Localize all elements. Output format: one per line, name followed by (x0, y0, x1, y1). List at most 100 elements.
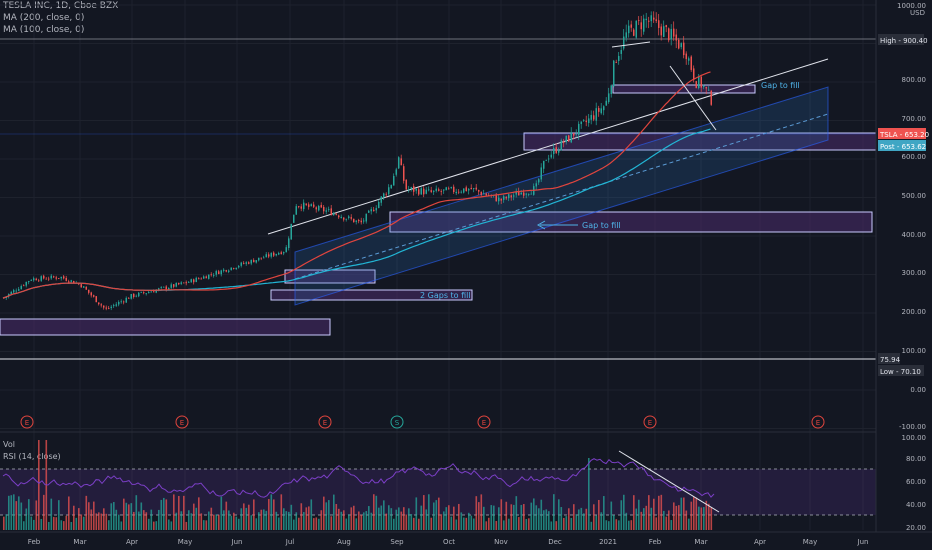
candle[interactable] (605, 97, 608, 106)
candle[interactable] (633, 28, 635, 37)
candle[interactable] (63, 274, 65, 280)
candle[interactable] (475, 184, 478, 191)
candle[interactable] (175, 282, 178, 288)
candle[interactable] (58, 277, 60, 280)
candle[interactable] (580, 121, 583, 129)
earnings-event[interactable]: E (477, 415, 491, 429)
candle[interactable] (535, 180, 538, 191)
candle[interactable] (100, 303, 103, 308)
candle[interactable] (373, 206, 375, 212)
candle[interactable] (173, 283, 175, 289)
candle[interactable] (255, 260, 258, 264)
candle[interactable] (235, 267, 238, 270)
candle[interactable] (110, 304, 113, 311)
candle[interactable] (398, 156, 400, 170)
candle[interactable] (450, 186, 453, 190)
candle[interactable] (93, 294, 95, 298)
candle[interactable] (218, 269, 220, 275)
candle[interactable] (248, 261, 250, 265)
candle[interactable] (163, 286, 165, 288)
candle[interactable] (208, 274, 210, 280)
candle[interactable] (565, 135, 568, 145)
candle[interactable] (575, 129, 578, 138)
candle[interactable] (243, 261, 245, 265)
candle[interactable] (120, 299, 123, 304)
candle[interactable] (283, 251, 285, 256)
candle[interactable] (598, 105, 600, 117)
candle[interactable] (453, 184, 455, 194)
candle[interactable] (615, 59, 618, 64)
candle[interactable] (540, 163, 543, 182)
candle[interactable] (480, 191, 483, 197)
candle[interactable] (545, 159, 548, 161)
rsi-trendline[interactable] (618, 450, 720, 513)
candle[interactable] (188, 281, 190, 283)
candle[interactable] (260, 257, 263, 261)
candle[interactable] (340, 214, 343, 219)
candle[interactable] (320, 202, 323, 209)
ma100-line[interactable] (2, 71, 711, 299)
candle[interactable] (638, 16, 640, 25)
candle[interactable] (40, 275, 43, 282)
candle[interactable] (368, 209, 370, 213)
candle[interactable] (333, 211, 335, 216)
candle[interactable] (558, 147, 560, 156)
candle[interactable] (90, 291, 93, 298)
candle[interactable] (560, 138, 563, 151)
candle[interactable] (388, 184, 390, 196)
candle[interactable] (35, 277, 38, 281)
candle[interactable] (80, 283, 83, 288)
candle[interactable] (663, 20, 665, 38)
candle[interactable] (405, 179, 408, 191)
candle[interactable] (618, 51, 620, 65)
candle[interactable] (603, 105, 605, 116)
candle[interactable] (23, 284, 25, 287)
candle[interactable] (448, 186, 450, 190)
candle[interactable] (315, 206, 318, 213)
candle[interactable] (640, 15, 643, 37)
candle[interactable] (95, 295, 98, 303)
candle[interactable] (128, 297, 130, 299)
candle[interactable] (655, 12, 658, 23)
candle[interactable] (98, 302, 100, 306)
candle[interactable] (438, 187, 440, 192)
split-event[interactable]: S (390, 415, 404, 429)
candle[interactable] (513, 193, 515, 201)
candle[interactable] (433, 190, 435, 195)
candle[interactable] (483, 189, 485, 195)
earnings-event[interactable]: E (20, 415, 34, 429)
candle[interactable] (230, 267, 233, 271)
candle[interactable] (658, 14, 660, 36)
candle[interactable] (613, 59, 615, 88)
candle[interactable] (370, 206, 373, 215)
candle[interactable] (380, 195, 383, 206)
candle[interactable] (498, 194, 500, 205)
candle[interactable] (435, 185, 438, 193)
candle[interactable] (503, 194, 505, 203)
candle[interactable] (525, 192, 528, 199)
candle[interactable] (635, 20, 638, 40)
candle[interactable] (460, 190, 463, 194)
candle[interactable] (48, 276, 50, 282)
candle[interactable] (203, 275, 205, 279)
down-trendline[interactable] (669, 65, 717, 131)
candle[interactable] (585, 115, 588, 127)
candle[interactable] (668, 27, 670, 43)
candle[interactable] (673, 21, 675, 41)
candle[interactable] (15, 288, 18, 293)
candle[interactable] (588, 113, 590, 127)
candle[interactable] (508, 193, 510, 202)
candle[interactable] (50, 273, 53, 280)
candle[interactable] (578, 121, 580, 140)
candle[interactable] (140, 291, 143, 294)
candle[interactable] (145, 293, 148, 296)
candle[interactable] (630, 20, 633, 32)
candle[interactable] (290, 223, 293, 240)
candle[interactable] (300, 203, 303, 212)
candle[interactable] (648, 16, 650, 29)
candle[interactable] (143, 291, 145, 295)
candle[interactable] (245, 261, 248, 266)
candle[interactable] (500, 198, 503, 205)
candle[interactable] (118, 300, 120, 307)
